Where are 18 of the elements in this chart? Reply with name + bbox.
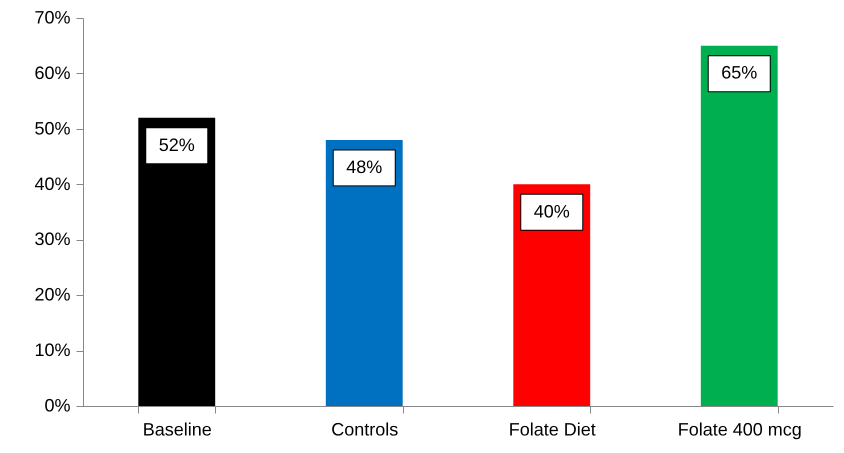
y-tick-label: 40% xyxy=(34,174,70,194)
y-tick-label: 60% xyxy=(34,62,70,83)
y-tick-label: 20% xyxy=(34,284,70,305)
y-tick-label: 70% xyxy=(34,8,70,28)
y-tick-label: 10% xyxy=(34,340,70,360)
x-tick-label: Folate Diet xyxy=(508,420,596,440)
data-label: 48% xyxy=(346,156,382,177)
data-label: 52% xyxy=(158,134,195,155)
data-label: 65% xyxy=(721,62,758,83)
y-tick-label: 50% xyxy=(34,118,70,138)
x-tick-label: Controls xyxy=(331,420,398,440)
bar xyxy=(138,118,216,406)
x-tick-label: Folate 400 mcg xyxy=(678,420,802,440)
bar xyxy=(700,46,778,406)
x-tick-label: Baseline xyxy=(142,420,212,440)
data-label: 40% xyxy=(534,201,570,222)
y-tick-label: 30% xyxy=(34,229,70,250)
y-tick-label: 0% xyxy=(44,396,70,416)
